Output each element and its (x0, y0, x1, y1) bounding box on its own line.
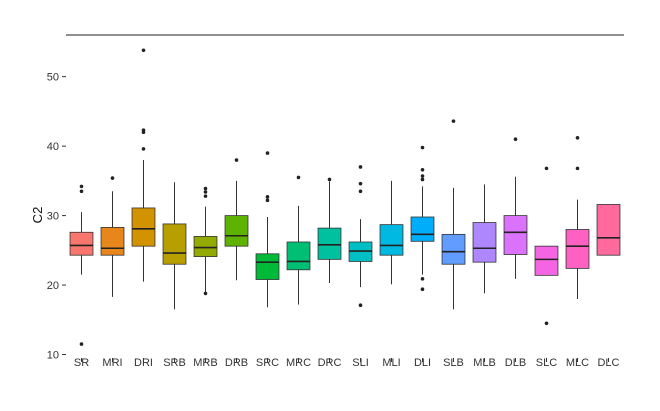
box-mlb (472, 184, 497, 294)
box-body (503, 215, 528, 255)
box-body (534, 245, 559, 276)
box-body (379, 224, 404, 256)
x-tick-label: DRB (225, 357, 248, 369)
x-axis: SR MRI DRI SRB MRB DRB SRC MRC DRC SLI MLI DLI SLB ML… (74, 357, 620, 369)
box-body (596, 204, 621, 256)
box-dri (131, 48, 156, 282)
box-body (286, 241, 311, 271)
box-body (100, 227, 125, 256)
x-tick-label: MLC (566, 357, 589, 369)
outlier-point (203, 194, 208, 198)
x-tick-label: SLB (443, 357, 464, 369)
box-slc (534, 166, 559, 326)
outlier-point (79, 184, 84, 189)
outlier-point (513, 137, 518, 141)
outlier-point (296, 175, 301, 180)
x-tick-label: MLI (382, 357, 400, 369)
box-series (69, 48, 621, 346)
box-drc (317, 177, 342, 283)
outlier-point (544, 166, 549, 171)
outlier-point (358, 303, 363, 308)
outlier-point (110, 176, 115, 180)
box-src (255, 151, 280, 308)
outlier-point (420, 167, 425, 172)
outlier-point (544, 321, 549, 326)
box-body (162, 223, 187, 265)
y-axis-title: C2 (30, 207, 45, 224)
box-dlb (503, 137, 528, 279)
x-tick-label: MRI (102, 357, 122, 369)
box-dlc (596, 204, 621, 256)
box-body (317, 227, 342, 260)
box-body (472, 222, 497, 263)
box-body (193, 236, 218, 257)
outlier-point (203, 190, 208, 194)
x-tick-label: SRC (256, 357, 279, 369)
y-tick-label: 20 (47, 280, 59, 292)
outlier-point (79, 342, 84, 346)
outlier-point (79, 189, 84, 194)
box-srb (162, 182, 187, 310)
x-tick-label: SLI (352, 357, 369, 369)
box-mrb (193, 186, 218, 296)
box-body (224, 215, 249, 247)
outlier-point (420, 277, 425, 281)
outlier-point (265, 151, 270, 155)
outlier-point (420, 287, 425, 292)
outlier-point (141, 128, 146, 132)
x-tick-label: MRC (286, 357, 311, 369)
box-mri (100, 176, 125, 297)
x-tick-label: DRI (134, 357, 153, 369)
y-tick-label: 50 (47, 72, 59, 84)
outlier-point (420, 177, 425, 182)
y-tick-label: 10 (47, 350, 59, 362)
x-tick-label: DLB (505, 357, 526, 369)
box-mrc (286, 175, 311, 305)
y-axis: 10 20 30 40 50 (47, 72, 66, 362)
x-tick-label: DRC (318, 357, 342, 369)
outlier-point (265, 198, 270, 203)
x-tick-label: DLI (414, 357, 431, 369)
box-body (441, 233, 466, 265)
x-tick-label: SR (74, 357, 89, 369)
outlier-point (203, 186, 208, 191)
box-sli (348, 165, 373, 308)
outlier-point (265, 195, 270, 199)
x-tick-label: SLC (536, 357, 557, 369)
outlier-point (358, 189, 363, 194)
box-drb (224, 158, 249, 281)
x-tick-label: MRB (193, 357, 217, 369)
box-body (565, 229, 590, 269)
box-body (131, 207, 156, 247)
outlier-point (420, 145, 425, 150)
box-dli (410, 145, 435, 292)
box-mli (379, 180, 404, 285)
outlier-point (451, 119, 456, 123)
box-body (255, 253, 280, 280)
x-tick-label: SRB (163, 357, 186, 369)
outlier-point (575, 166, 580, 171)
outlier-point (141, 147, 146, 151)
outlier-point (420, 174, 425, 178)
outlier-point (141, 48, 146, 53)
outlier-point (575, 136, 580, 140)
x-tick-label: DLC (597, 357, 619, 369)
outlier-point (327, 177, 332, 182)
outlier-point (234, 158, 239, 162)
box-mlc (565, 136, 590, 299)
outlier-point (203, 291, 208, 296)
outlier-point (358, 181, 363, 186)
y-tick-label: 30 (47, 211, 59, 223)
box-body (410, 216, 435, 242)
outlier-point (358, 165, 363, 169)
box-body (69, 231, 94, 256)
x-tick-label: MLB (473, 357, 496, 369)
y-tick-label: 40 (47, 141, 59, 153)
box-slb (441, 119, 466, 310)
box-sr (69, 184, 94, 346)
